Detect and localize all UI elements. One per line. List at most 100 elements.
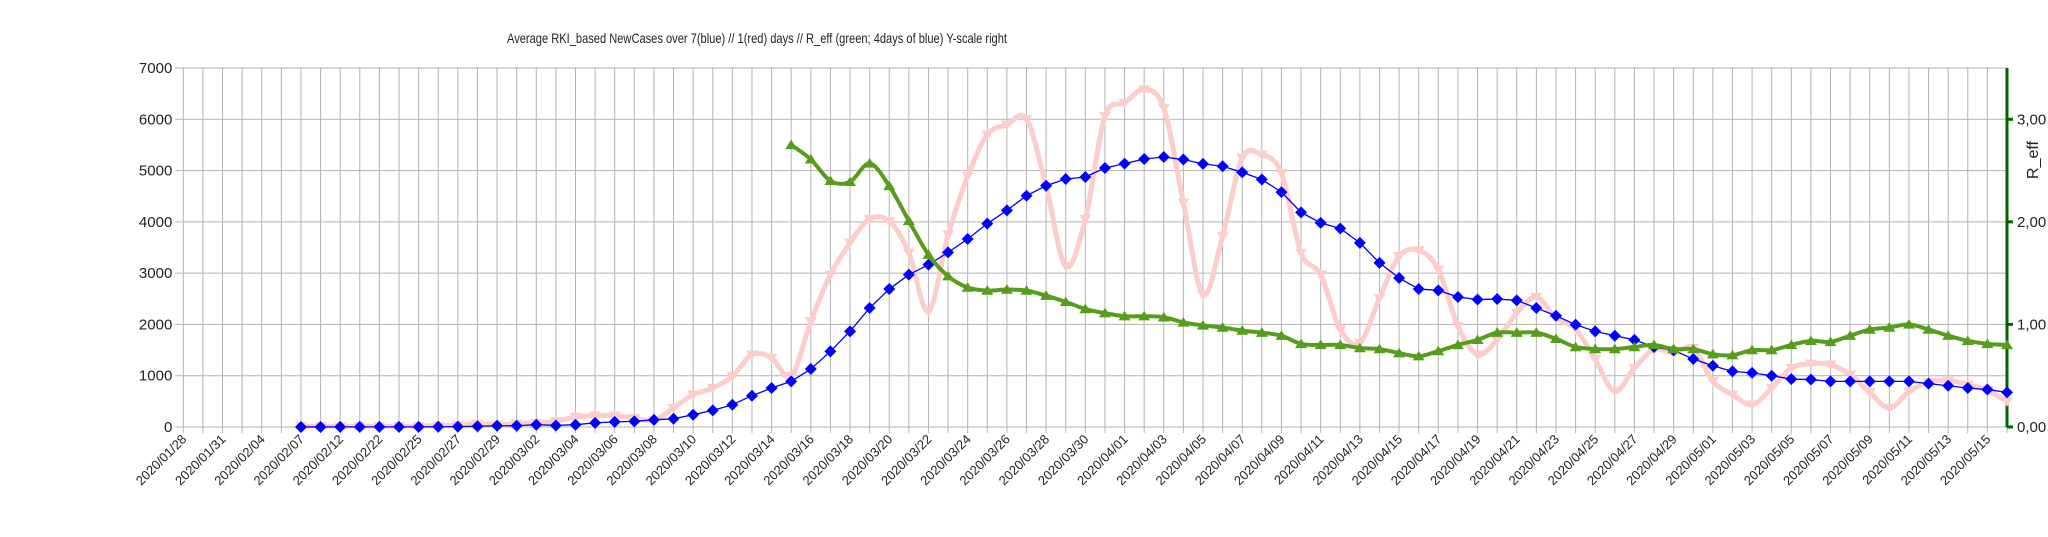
data-point-blue_7day <box>1118 157 1131 170</box>
data-point-red_1day <box>1902 387 1915 397</box>
data-point-red_1day <box>1334 325 1347 335</box>
data-point-green_reff <box>844 176 857 187</box>
data-point-red_1day <box>1883 403 1896 414</box>
data-point-blue_7day <box>1138 153 1151 166</box>
data-point-blue_7day <box>745 389 758 402</box>
data-point-red_1day <box>1412 246 1425 256</box>
data-point-green_reff <box>1648 339 1661 350</box>
data-point-blue_7day <box>1589 325 1602 338</box>
data-point-red_1day <box>1216 232 1229 242</box>
y-axis-left: 0 1000 2000 3000 4000 5000 6000 7000 <box>139 60 172 436</box>
data-point-green_reff <box>1471 334 1484 345</box>
data-point-red_1day <box>1804 359 1817 370</box>
data-point-green_reff <box>961 282 974 292</box>
data-point-green_reff <box>1804 335 1817 346</box>
data-point-blue_7day <box>1687 353 1700 366</box>
data-point-blue_7day <box>1746 366 1759 379</box>
data-point-red_1day <box>961 172 974 182</box>
data-point-green_reff <box>1589 343 1602 354</box>
data-point-blue_7day <box>902 268 915 281</box>
y-tick-label: 4000 <box>139 214 172 231</box>
data-point-green_reff <box>2001 339 2013 350</box>
data-point-red_1day <box>1746 400 1759 411</box>
data-point-red_1day <box>1530 292 1543 303</box>
y-tick-label: 7000 <box>139 60 172 77</box>
data-point-red_1day <box>1020 114 1033 125</box>
data-point-red_1day <box>1236 153 1249 164</box>
data-point-red_1day <box>1373 293 1386 304</box>
data-point-red_1day <box>1098 112 1111 122</box>
y-tick-label: 3000 <box>139 265 172 282</box>
data-point-blue_7day <box>1040 179 1053 192</box>
data-point-blue_7day <box>549 419 562 432</box>
data-point-blue_7day <box>1197 157 1210 170</box>
data-point-blue_7day <box>1393 272 1406 285</box>
series-blue_7day <box>294 150 2013 433</box>
data-point-green_reff <box>1961 335 1974 346</box>
data-point-green_reff <box>1785 339 1798 350</box>
data-point-blue_7day <box>373 420 386 433</box>
data-point-green_reff <box>1177 316 1190 327</box>
data-point-green_reff <box>863 157 876 168</box>
data-point-red_1day <box>1177 198 1190 209</box>
data-point-blue_7day <box>1530 302 1543 315</box>
data-point-blue_7day <box>1510 294 1523 307</box>
data-point-red_1day <box>804 317 817 327</box>
data-point-red_1day <box>1589 355 1602 365</box>
data-point-green_reff <box>1902 319 1915 329</box>
data-point-red_1day <box>942 230 955 241</box>
data-point-green_reff <box>1059 296 1072 307</box>
data-point-blue_7day <box>1451 290 1464 303</box>
data-point-red_1day <box>1393 252 1406 262</box>
data-point-green_reff <box>1569 341 1582 352</box>
data-point-red_1day <box>1138 85 1151 95</box>
data-point-red_1day <box>1059 262 1072 272</box>
data-point-red_1day <box>667 403 680 414</box>
data-point-blue_7day <box>1922 377 1935 390</box>
data-point-blue_7day <box>1726 365 1739 378</box>
data-point-red_1day <box>765 353 778 364</box>
data-point-green_reff <box>1549 333 1562 343</box>
data-point-green_reff <box>1255 327 1268 337</box>
data-point-red_1day <box>922 307 935 317</box>
data-point-red_1day <box>1157 103 1170 114</box>
data-point-green_reff <box>1393 347 1406 358</box>
data-point-green_reff <box>1412 350 1425 361</box>
data-point-blue_7day <box>589 416 602 429</box>
data-point-blue_7day <box>1353 236 1366 249</box>
data-point-green_reff <box>1295 338 1308 349</box>
data-point-blue_7day <box>530 418 543 431</box>
data-point-blue_7day <box>1373 256 1386 269</box>
data-point-red_1day <box>1628 363 1641 374</box>
data-point-green_reff <box>1314 339 1327 350</box>
data-point-green_reff <box>1530 327 1543 337</box>
data-point-red_1day <box>1079 214 1092 225</box>
data-point-green_reff <box>922 249 935 259</box>
data-point-red_1day <box>1314 270 1327 281</box>
data-point-red_1day <box>1765 383 1778 394</box>
data-point-green_reff <box>1275 330 1288 340</box>
y-tick-label: 2000 <box>139 316 172 333</box>
data-point-blue_7day <box>1275 186 1288 199</box>
data-point-blue_7day <box>1961 382 1974 395</box>
data-point-blue_7day <box>1471 293 1484 306</box>
data-point-blue_7day <box>1765 369 1778 382</box>
data-point-green_reff <box>1373 343 1386 354</box>
y-tick-label: 1000 <box>139 368 172 385</box>
data-point-green_reff <box>1236 325 1249 335</box>
data-point-green_reff <box>1216 322 1229 332</box>
data-point-blue_7day <box>1098 162 1111 175</box>
data-point-red_1day <box>1275 168 1288 179</box>
data-point-blue_7day <box>1000 204 1013 217</box>
data-point-red_1day <box>1608 387 1621 397</box>
data-point-blue_7day <box>687 408 700 421</box>
data-point-blue_7day <box>1314 216 1327 229</box>
data-point-blue_7day <box>1804 373 1817 386</box>
series-layer <box>294 85 2013 433</box>
data-point-red_1day <box>1863 388 1876 398</box>
data-point-blue_7day <box>628 415 641 428</box>
data-point-red_1day <box>883 217 896 227</box>
data-point-green_reff <box>1765 344 1778 355</box>
data-point-green_reff <box>1608 343 1621 354</box>
grid <box>175 67 2008 433</box>
